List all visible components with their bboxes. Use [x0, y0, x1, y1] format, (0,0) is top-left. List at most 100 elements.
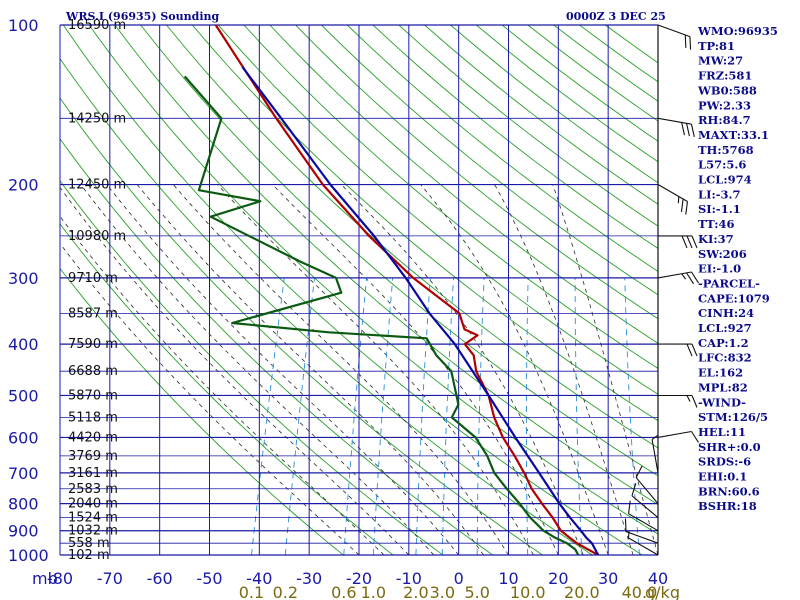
height-label: 102 m — [68, 548, 110, 563]
pressure-tick-label: 300 — [8, 269, 39, 288]
grid — [59, 24, 659, 556]
chart-title: WRS.I (96935) Sounding — [65, 10, 220, 23]
wind-barb-half — [677, 196, 680, 204]
wind-barb-flag — [681, 122, 686, 136]
wind-barb — [657, 430, 699, 443]
index-value: L57:5.6 — [698, 158, 746, 172]
wind-barb — [657, 24, 692, 50]
index-value: BSHR:18 — [698, 499, 757, 513]
wind-barb — [635, 465, 659, 504]
index-value: SW:206 — [698, 247, 747, 261]
wind-barb-staff — [657, 117, 692, 125]
wind-barb — [628, 500, 659, 532]
wind-barb-staff — [635, 477, 659, 504]
index-value: SRDS:-6 — [698, 455, 751, 469]
wind-barb-flag — [631, 483, 637, 496]
pressure-tick-label: 100 — [8, 16, 39, 35]
index-value: MPL:82 — [698, 380, 748, 394]
index-value: FRZ:581 — [698, 69, 752, 83]
wind-barb-staff — [657, 430, 692, 438]
wind-barb-flag — [689, 36, 692, 50]
index-value: MAXT:33.1 — [698, 128, 769, 142]
mixing-ratio-tick-label: 40.0 — [622, 583, 658, 600]
index-value: -WIND- — [698, 395, 746, 409]
index-value: STM:126/5 — [698, 410, 768, 424]
temperature-tick-label: -10 — [396, 569, 422, 588]
pressure-tick-label: 600 — [8, 428, 39, 447]
chart-datetime: 0000Z 3 DEC 25 — [566, 10, 666, 23]
index-value: CAP:1.2 — [698, 336, 749, 350]
height-label: 9710 m — [68, 271, 118, 286]
mixing-ratio-tick-label: 1.0 — [361, 583, 386, 600]
index-value: EL:162 — [698, 366, 743, 380]
pressure-tick-label: 400 — [8, 335, 39, 354]
height-label: 6688 m — [68, 364, 118, 379]
pressure-unit-label: mb — [32, 569, 58, 588]
temperature-tick-label: 10 — [498, 569, 518, 588]
wind-barb-staff — [625, 531, 659, 544]
height-label: 1032 m — [68, 524, 118, 539]
index-value: PW:2.33 — [698, 98, 751, 112]
wind-barbs — [624, 24, 699, 556]
temperature-tick-label: 30 — [598, 569, 618, 588]
wind-barb-flag — [691, 395, 698, 408]
wind-barb-flag — [691, 235, 698, 249]
wind-barb — [631, 483, 659, 519]
index-value: EI:-1.0 — [698, 262, 741, 276]
height-label: 3769 m — [68, 449, 118, 464]
wind-barb-flag — [685, 201, 688, 215]
profiles — [183, 25, 600, 555]
index-value: SI:-1.1 — [698, 202, 741, 216]
wind-barb — [658, 343, 698, 357]
wind-barb-staff — [628, 537, 659, 556]
index-value: TT:46 — [698, 217, 735, 231]
pressure-tick-label: 800 — [8, 495, 39, 514]
mixing-ratio-tick-label: 10.0 — [510, 583, 546, 600]
temperature-tick-label: 20 — [548, 569, 568, 588]
wind-barb-flag — [628, 500, 631, 514]
wind-barb — [657, 184, 688, 215]
temperature-tick-label: -20 — [346, 569, 372, 588]
index-value: WB0:588 — [697, 83, 757, 97]
height-label: 3161 m — [68, 466, 118, 481]
indices-panel: WMO:96935TP:81MW:27FRZ:581WB0:588PW:2.33… — [697, 24, 778, 513]
height-label: 12450 m — [68, 178, 126, 193]
height-label: 558 m — [68, 536, 110, 551]
wind-barb-staff — [631, 495, 659, 519]
index-value: SHR+:0.0 — [698, 440, 761, 454]
wind-barb — [658, 394, 698, 408]
index-value: RH:84.7 — [698, 113, 751, 127]
mixing-ratio-unit-label: g/kg — [645, 583, 680, 600]
mixing-ratio-tick-label: 5.0 — [464, 583, 489, 600]
index-value: LI:-3.7 — [698, 187, 741, 201]
wind-barb — [658, 235, 698, 249]
wind-barb-flag — [635, 465, 643, 478]
wind-barb-flag — [691, 431, 699, 443]
wind-barb-flag — [624, 518, 627, 532]
temperature-tick-label: -80 — [47, 569, 73, 588]
mixing-ratio-tick-label: 0.2 — [273, 583, 298, 600]
index-value: LCL:927 — [698, 321, 752, 335]
mixing-ratio-tick-label: 0.6 — [331, 583, 356, 600]
wind-barb — [657, 117, 695, 138]
index-value: TP:81 — [698, 39, 735, 53]
wind-barb-flag — [690, 124, 695, 138]
index-value: EHI:0.1 — [698, 470, 747, 484]
wind-barb — [624, 518, 659, 544]
height-label: 8587 m — [68, 306, 118, 321]
temperature-tick-label: 40 — [648, 569, 668, 588]
pressure-tick-label: 1000 — [8, 546, 49, 565]
height-label: 7590 m — [68, 337, 118, 352]
wind-barb-half — [651, 434, 658, 440]
wind-barb-half — [681, 273, 687, 280]
index-value: CAPE:1079 — [698, 291, 770, 305]
temperature-tick-label: 0 — [454, 569, 464, 588]
wind-barb-staff — [651, 439, 659, 473]
pressure-tick-label: 700 — [8, 464, 39, 483]
height-label: 4420 m — [68, 430, 118, 445]
mixing-ratio-tick-label: 2.0 — [403, 583, 428, 600]
height-label: 2040 m — [68, 497, 118, 512]
height-label: 10980 m — [68, 229, 126, 244]
